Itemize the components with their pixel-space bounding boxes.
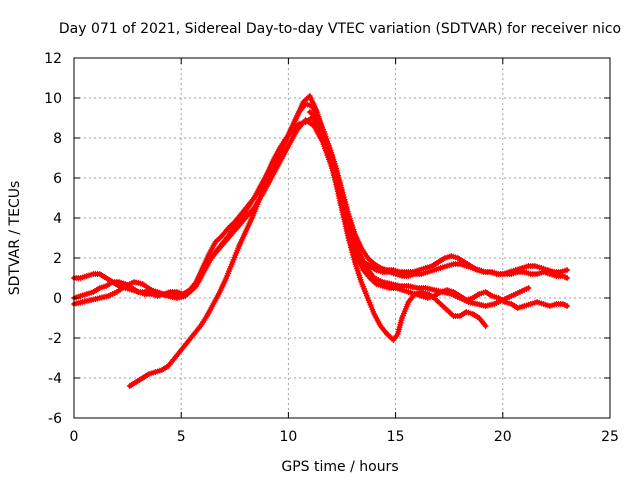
tick-labels: 0 5 10 15 20 25 -6 -4 -2 0 2 4 6 8 10 12 xyxy=(44,51,619,445)
x-tick-label: 20 xyxy=(494,429,512,445)
y-tick-label: 6 xyxy=(53,171,62,187)
series-line xyxy=(72,116,570,310)
series-line xyxy=(127,94,488,388)
x-tick-label: 10 xyxy=(279,429,297,445)
y-tick-label: 10 xyxy=(44,91,62,107)
series-track-5 xyxy=(306,109,571,277)
y-tick-label: -4 xyxy=(48,371,62,387)
x-tick-label: 25 xyxy=(601,429,619,445)
grid xyxy=(74,58,610,418)
x-axis-label: GPS time / hours xyxy=(281,459,398,475)
x-tick-label: 15 xyxy=(387,429,405,445)
y-tick-label: -6 xyxy=(48,411,62,427)
data-series xyxy=(71,93,571,389)
axis-ticks xyxy=(73,57,611,419)
y-tick-label: 0 xyxy=(53,291,62,307)
x-tick-label: 5 xyxy=(177,429,186,445)
plot-frame xyxy=(73,57,611,419)
y-tick-label: 8 xyxy=(53,131,62,147)
series-track-3 xyxy=(126,93,489,389)
y-tick-label: 2 xyxy=(53,251,62,267)
y-tick-label: -2 xyxy=(48,331,62,347)
x-tick-label: 0 xyxy=(70,429,79,445)
series-track-2 xyxy=(71,117,532,309)
series-line xyxy=(72,118,531,308)
chart-title: Day 071 of 2021, Sidereal Day-to-day VTE… xyxy=(59,21,621,37)
series-line xyxy=(307,110,570,276)
y-tick-label: 12 xyxy=(44,51,62,67)
y-tick-label: 4 xyxy=(53,211,62,227)
y-axis-label: SDTVAR / TECUs xyxy=(7,181,23,296)
